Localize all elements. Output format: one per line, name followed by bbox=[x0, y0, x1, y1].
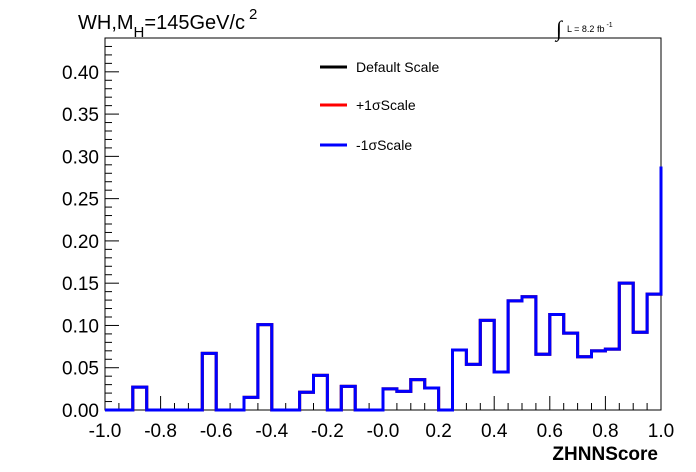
title-prefix: WH,M bbox=[78, 12, 134, 34]
legend-label-minus1sigma: -1σScale bbox=[356, 137, 412, 153]
y-tick-label: 0.00 bbox=[62, 401, 99, 422]
x-tick-label: -0.8 bbox=[144, 421, 177, 442]
chart-title: WH,MH=145GeV/c 2 bbox=[78, 6, 257, 41]
lumi-superscript: -1 bbox=[606, 22, 612, 29]
y-tick-label: 0.20 bbox=[62, 232, 99, 253]
y-tick-label: 0.15 bbox=[62, 274, 99, 295]
y-tick-label: 0.40 bbox=[62, 63, 99, 84]
legend: Default Scale +1σScale -1σScale bbox=[320, 59, 439, 153]
x-tick-label: -0.4 bbox=[255, 421, 288, 442]
lumi-label: L = 8.2 fb -1 bbox=[567, 22, 613, 34]
legend-label-plus1sigma: +1σScale bbox=[356, 97, 416, 113]
x-tick-label: 0.4 bbox=[481, 421, 508, 442]
title-superscript: 2 bbox=[249, 6, 257, 23]
x-tick-label: 0.2 bbox=[425, 421, 451, 442]
x-tick-label: 0.6 bbox=[537, 421, 563, 442]
x-tick-label: -0.0 bbox=[367, 421, 400, 442]
title-value: =145GeV/c bbox=[144, 12, 245, 34]
lumi-integral-symbol: ∫ bbox=[554, 16, 564, 42]
x-axis-title: ZHNNScore bbox=[552, 444, 658, 465]
y-tick-label: 0.30 bbox=[62, 147, 99, 168]
y-tick-label: 0.25 bbox=[62, 190, 99, 211]
lumi-text: L = 8.2 fb bbox=[567, 24, 604, 34]
y-tick-label: 0.35 bbox=[62, 105, 99, 126]
legend-label-default: Default Scale bbox=[356, 59, 439, 75]
series-layer bbox=[105, 166, 663, 412]
y-axis: 0.00 0.05 0.10 0.15 0.20 0.25 0.30 0.35 0.40 bbox=[62, 45, 119, 422]
title-subscript: H bbox=[134, 24, 145, 41]
series-line-2 bbox=[105, 166, 663, 412]
x-tick-label: 1.0 bbox=[648, 421, 674, 442]
x-tick-label: -0.6 bbox=[200, 421, 233, 442]
y-tick-label: 0.10 bbox=[62, 316, 99, 337]
x-tick-label: -1.0 bbox=[89, 421, 122, 442]
y-tick-label: 0.05 bbox=[62, 359, 99, 380]
x-tick-label: 0.8 bbox=[592, 421, 618, 442]
x-tick-label: -0.2 bbox=[311, 421, 344, 442]
